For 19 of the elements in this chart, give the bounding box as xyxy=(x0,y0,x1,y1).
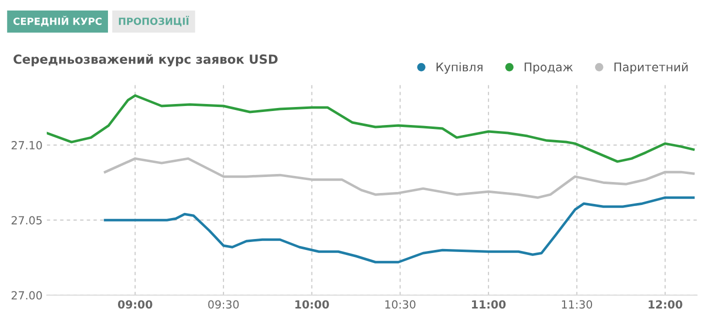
legend-label: Паритетний xyxy=(614,62,688,74)
x-tick-label: 11:30 xyxy=(562,300,592,309)
x-tick-label: 09:30 xyxy=(208,300,239,309)
text: СЕРЕДНІЙ КУРС xyxy=(13,16,102,26)
y-tick-label: 27.05 xyxy=(12,216,42,224)
x-tick-label: 10:30 xyxy=(385,300,416,309)
legend-label: Купівля xyxy=(436,62,482,74)
chart-title: Середньозважений курс заявок USD xyxy=(14,54,278,66)
line-series xyxy=(46,94,695,163)
x-tick-label: 09:00 xyxy=(118,300,152,309)
x-tick-label: 12:00 xyxy=(648,300,682,309)
y-tick-label: 27.10 xyxy=(12,141,42,150)
legend-label: Продаж xyxy=(524,62,573,74)
y-tick-label: 27.00 xyxy=(12,291,42,300)
x-tick-label: 11:00 xyxy=(472,300,506,309)
line-series xyxy=(104,196,695,264)
text: ПРОПОЗИЦІЇ xyxy=(118,16,189,26)
line-series xyxy=(104,157,695,199)
x-tick-label: 10:00 xyxy=(295,300,329,309)
